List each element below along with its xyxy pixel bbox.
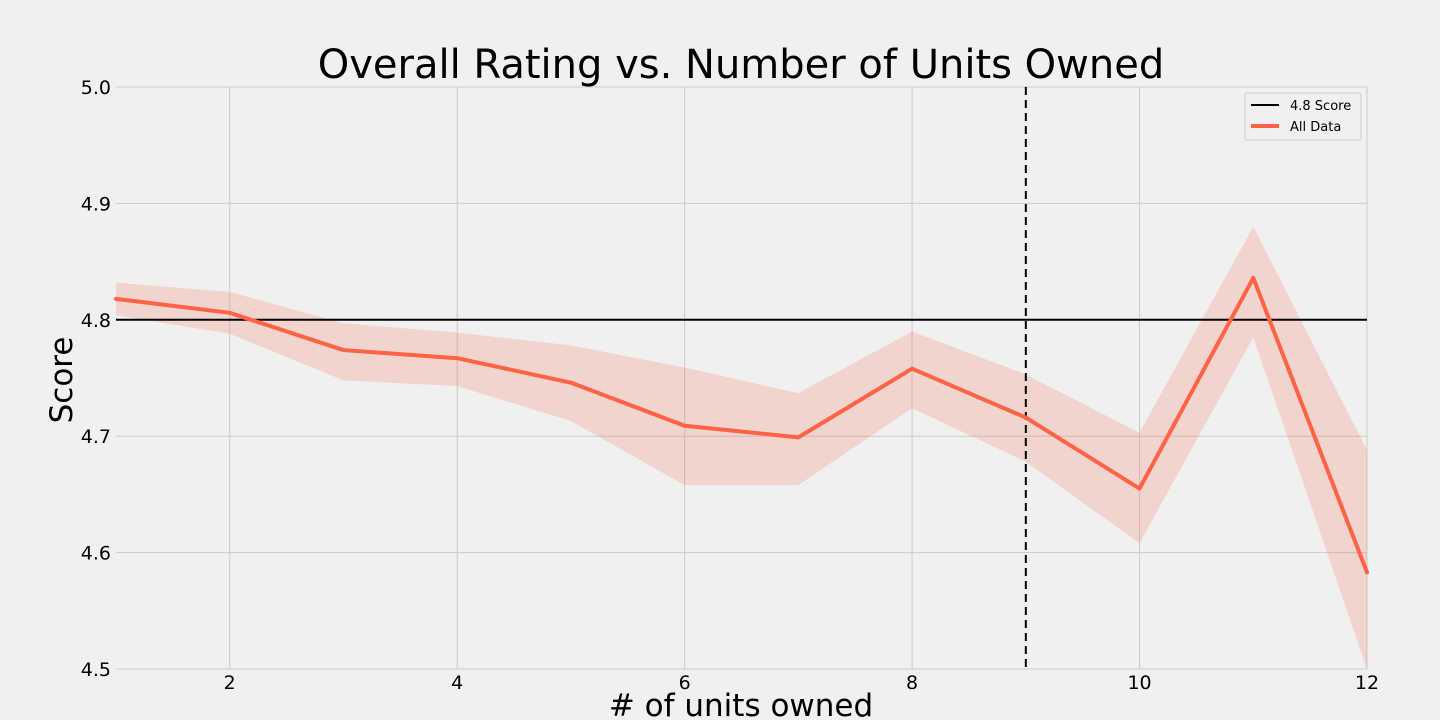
series-lines (114, 275, 1369, 575)
legend-label-all-data: All Data (1290, 120, 1341, 135)
x-axis-ticks: 2 4 6 8 10 12 (224, 672, 1379, 694)
x-axis-label: # of units owned (609, 688, 873, 720)
confidence-band-area (116, 226, 1367, 669)
chart-title: Overall Rating vs. Number of Units Owned (318, 42, 1164, 88)
y-tick-label: 4.8 (81, 310, 111, 332)
x-tick-label: 6 (679, 672, 691, 694)
x-tick-label: 10 (1127, 672, 1151, 694)
reference-lines (116, 87, 1367, 669)
x-tick-label: 8 (906, 672, 918, 694)
legend-label-reference: 4.8 Score (1290, 99, 1351, 114)
y-tick-label: 4.7 (81, 426, 111, 448)
y-tick-label: 4.9 (81, 193, 111, 215)
y-axis-ticks: 4.5 4.6 4.7 4.8 4.9 5.0 (81, 77, 111, 681)
y-axis-label: Score (44, 337, 80, 424)
series-line (114, 275, 1369, 575)
x-tick-label: 2 (224, 672, 236, 694)
x-tick-label: 12 (1355, 672, 1379, 694)
y-tick-label: 5.0 (81, 77, 111, 99)
x-tick-label: 4 (451, 672, 463, 694)
confidence-band (116, 226, 1367, 669)
legend: 4.8 Score All Data (1244, 92, 1362, 141)
y-tick-label: 4.5 (81, 659, 111, 681)
y-tick-label: 4.6 (81, 543, 111, 565)
